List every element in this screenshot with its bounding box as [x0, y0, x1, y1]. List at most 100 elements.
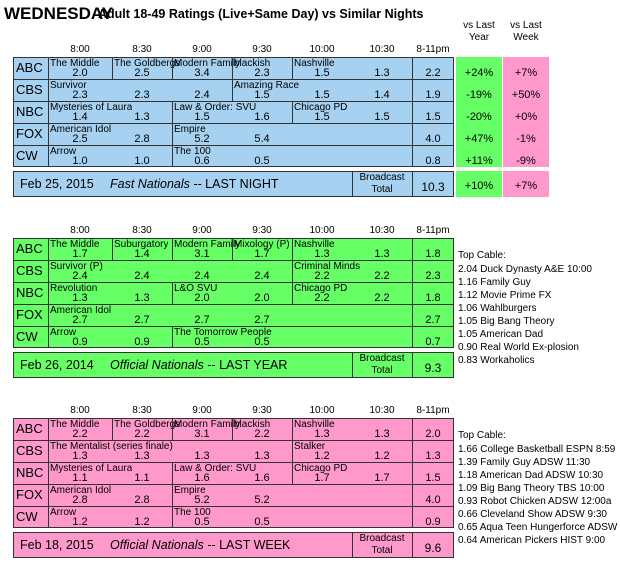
footer-divider	[352, 352, 353, 378]
rating-value: 1.3	[314, 248, 330, 260]
footer-label: Fast Nationals -- LAST NIGHT	[110, 177, 279, 191]
rating-value: 1.1	[72, 472, 88, 484]
top-cable-title: Top Cable:	[458, 250, 506, 261]
show-separator	[48, 238, 49, 260]
rating-value: 2.3	[134, 89, 150, 101]
rating-value: 1.5	[425, 111, 441, 123]
rating-value: 1.4	[374, 89, 390, 101]
footer-date: Feb 18, 2015	[20, 538, 94, 552]
rating-value: 2.4	[134, 270, 150, 282]
rating-value: 1.3	[374, 67, 390, 79]
show-separator	[48, 260, 49, 282]
top-cable-item: 0.65 Aqua Teen Hungerforce ADSW 1	[458, 522, 618, 533]
rating-value: 1.5	[425, 472, 441, 484]
rating-value: 1.5	[314, 89, 330, 101]
show-separator	[292, 260, 293, 282]
vs-last-week-total: +7%	[514, 180, 538, 192]
show-name: Mixology (P)	[234, 239, 290, 250]
rating-value: 1.8	[425, 248, 441, 260]
rating-value: 2.0	[254, 292, 270, 304]
broadcast-total: 10.3	[421, 180, 445, 194]
grid-hline	[13, 440, 454, 441]
rating-value: 0.5	[254, 155, 270, 167]
rating-value: 0.5	[194, 336, 210, 348]
rating-value: 4.0	[425, 494, 441, 506]
show-name: Modern Family	[174, 58, 241, 69]
broadcast-label-2: Total	[371, 184, 393, 195]
show-separator	[172, 326, 173, 348]
rating-value: 2.0	[425, 428, 441, 440]
network-label: CW	[16, 509, 38, 524]
grid-hline	[13, 123, 454, 124]
rating-value: 2.0	[72, 67, 88, 79]
show-name: The 100	[174, 507, 211, 518]
rating-value: 0.7	[425, 336, 441, 348]
rating-value: 1.4	[72, 111, 88, 123]
rating-value: 0.5	[194, 516, 210, 528]
panel-background-last-year	[13, 238, 454, 348]
rating-value: 2.2	[314, 292, 330, 304]
panel-background-last-week	[13, 418, 454, 528]
time-slot-header: 10:30	[369, 405, 395, 416]
vs-last-week-value: -1%	[516, 133, 536, 145]
show-separator	[172, 145, 173, 167]
show-separator	[112, 238, 113, 260]
show-name: Arrow	[50, 507, 77, 518]
rating-value: 2.2	[254, 428, 270, 440]
footer-divider	[412, 532, 413, 558]
show-separator	[48, 101, 49, 123]
vs-last-week-value: +0%	[514, 111, 538, 123]
show-name: Mysteries of Laura	[50, 463, 133, 474]
show-separator	[172, 462, 173, 484]
grid-hline	[13, 282, 454, 283]
show-separator	[48, 282, 49, 304]
show-separator	[48, 462, 49, 484]
rating-value: 3.4	[194, 67, 210, 79]
show-name: L&O SVU	[174, 283, 218, 294]
time-slot-header: 10:00	[309, 225, 335, 236]
show-name: Survivor	[50, 80, 87, 91]
rating-value: 1.7	[72, 248, 88, 260]
show-separator	[172, 506, 173, 528]
rating-value: 2.2	[425, 67, 441, 79]
show-name: The Goldbergs	[114, 58, 181, 69]
time-slot-header: 9:00	[192, 225, 212, 236]
top-cable-item: 1.39 Family Guy ADSW 11:30	[458, 457, 591, 468]
time-slot-header: 8:30	[132, 225, 152, 236]
footer-date: Feb 26, 2014	[20, 358, 94, 372]
show-separator	[232, 418, 233, 440]
top-cable-item: 1.16 Family Guy	[458, 277, 531, 288]
rating-value: 1.3	[134, 111, 150, 123]
time-slot-header: 8-11pm	[416, 225, 450, 236]
vs-last-year-column	[456, 57, 502, 167]
rating-value: 3.1	[194, 428, 210, 440]
rating-value: 1.3	[134, 450, 150, 462]
vs-last-year-total-cell	[456, 171, 502, 197]
vs-last-year-value: +11%	[465, 155, 493, 167]
rating-value: 0.5	[254, 336, 270, 348]
rating-value: 1.8	[425, 292, 441, 304]
rating-value: 2.2	[134, 428, 150, 440]
top-cable-item: 1.18 American Dad ADSW 10:30	[458, 470, 604, 481]
top-cable-item: 1.66 College Basketball ESPN 8:59	[458, 444, 616, 455]
show-name: Arrow	[50, 146, 77, 157]
show-name: Modern Family	[174, 239, 241, 250]
show-name: Stalker	[294, 441, 326, 452]
broadcast-label-2: Total	[371, 545, 393, 556]
time-slot-header: 10:00	[309, 44, 335, 55]
footer-label-source: Fast Nationals --	[110, 177, 202, 191]
show-separator	[172, 418, 173, 440]
vs-last-week-value: +7%	[514, 67, 538, 79]
footer-bar-last-night	[13, 171, 454, 197]
show-name: Empire	[174, 124, 206, 135]
footer-label: Official Nationals -- LAST YEAR	[110, 358, 287, 372]
rating-value: 4.0	[425, 133, 441, 145]
rating-value: 1.7	[314, 472, 330, 484]
show-separator	[292, 418, 293, 440]
footer-label-source: Official Nationals --	[110, 358, 216, 372]
show-separator	[48, 506, 49, 528]
show-separator	[232, 238, 233, 260]
vs-last-week-value: -9%	[516, 155, 536, 167]
time-slot-header: 9:30	[252, 405, 272, 416]
top-cable-item: 0.83 Workaholics	[458, 355, 535, 366]
